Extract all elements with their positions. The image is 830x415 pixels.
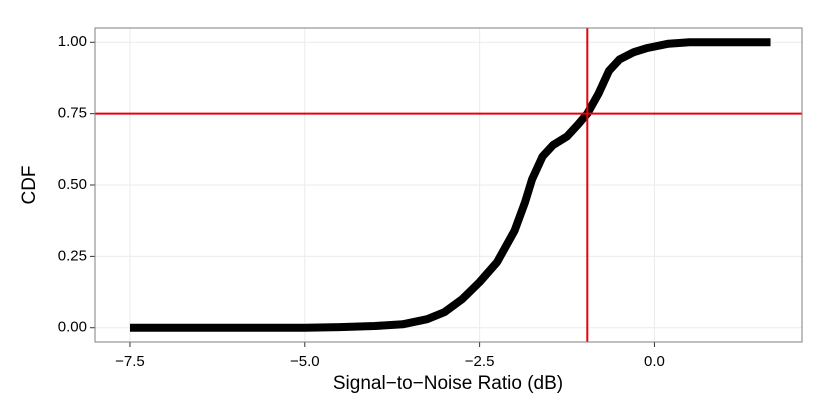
- y-tick-label: 0.25: [58, 247, 87, 264]
- x-tick-label: −2.5: [465, 353, 495, 370]
- y-tick-label: 0.00: [58, 319, 87, 336]
- cdf-line: [129, 38, 771, 332]
- y-tick-label: 0.75: [58, 105, 87, 122]
- panel-border: [94, 27, 803, 343]
- x-tick-label: 0.0: [644, 353, 665, 370]
- x-tick-label: −5.0: [290, 353, 320, 370]
- y-tick-label: 0.50: [58, 176, 87, 193]
- x-tick-label: −7.5: [115, 353, 145, 370]
- y-tick-label: 1.00: [58, 33, 87, 50]
- x-axis-title: Signal−to−Noise Ratio (dB): [333, 373, 563, 394]
- y-axis-title: CDF: [19, 165, 40, 204]
